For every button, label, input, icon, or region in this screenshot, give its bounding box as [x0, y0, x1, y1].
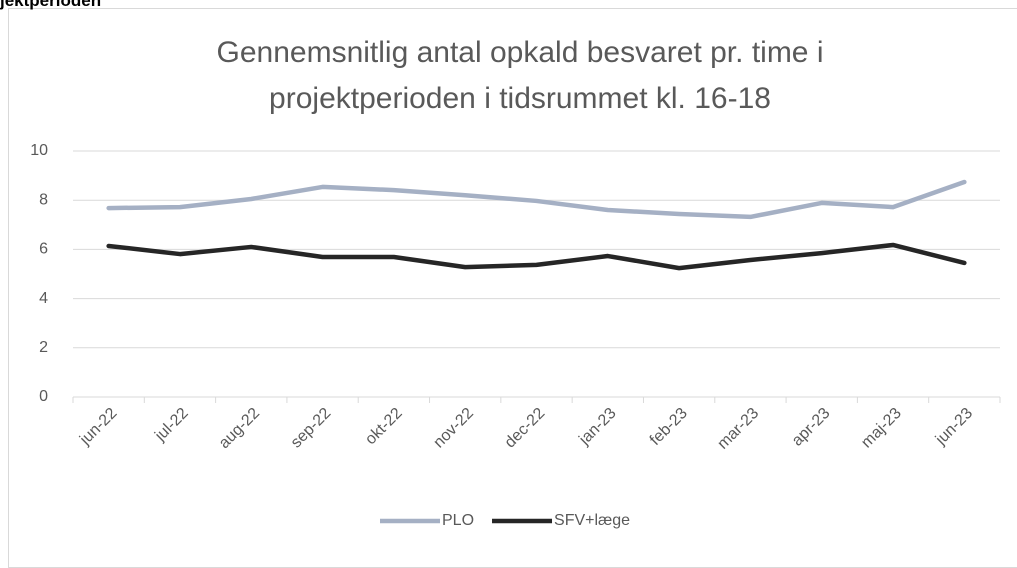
x-tick-label: jul-22 [151, 405, 191, 445]
legend-label: SFV+læge [554, 512, 630, 529]
series-line [106, 179, 967, 220]
legend-label: PLO [442, 512, 474, 529]
x-tick-label: dec-22 [502, 405, 549, 452]
x-tick-label: nov-22 [430, 405, 477, 452]
x-tick-label: jun-23 [932, 405, 976, 449]
x-tick-label: aug-22 [216, 405, 263, 452]
page-heading: jektperioden [0, 0, 102, 10]
y-tick-label: 8 [39, 191, 48, 208]
x-tick-label: maj-23 [858, 405, 905, 452]
x-tick-label: sep-22 [288, 405, 335, 452]
x-tick-label: feb-23 [647, 405, 691, 449]
x-tick-label: apr-23 [789, 405, 834, 450]
chart-title: Gennemsnitlig antal opkald besvaret pr. … [216, 36, 824, 115]
y-tick-label: 0 [39, 388, 48, 405]
x-tick-label: okt-22 [362, 405, 406, 449]
x-tick-label: jan-23 [575, 405, 619, 449]
series-line [106, 242, 967, 271]
y-tick-label: 6 [39, 241, 48, 258]
y-tick-label: 2 [39, 339, 48, 356]
x-tick-label: mar-23 [714, 405, 762, 453]
y-tick-label: 4 [39, 290, 48, 307]
y-tick-label: 10 [30, 142, 48, 159]
x-tick-label: jun-22 [76, 405, 120, 449]
chart: 0 2 4 6 8 10 jun-22 jul-22 aug-22 sep-22 okt-22 nov… [30, 142, 1001, 529]
